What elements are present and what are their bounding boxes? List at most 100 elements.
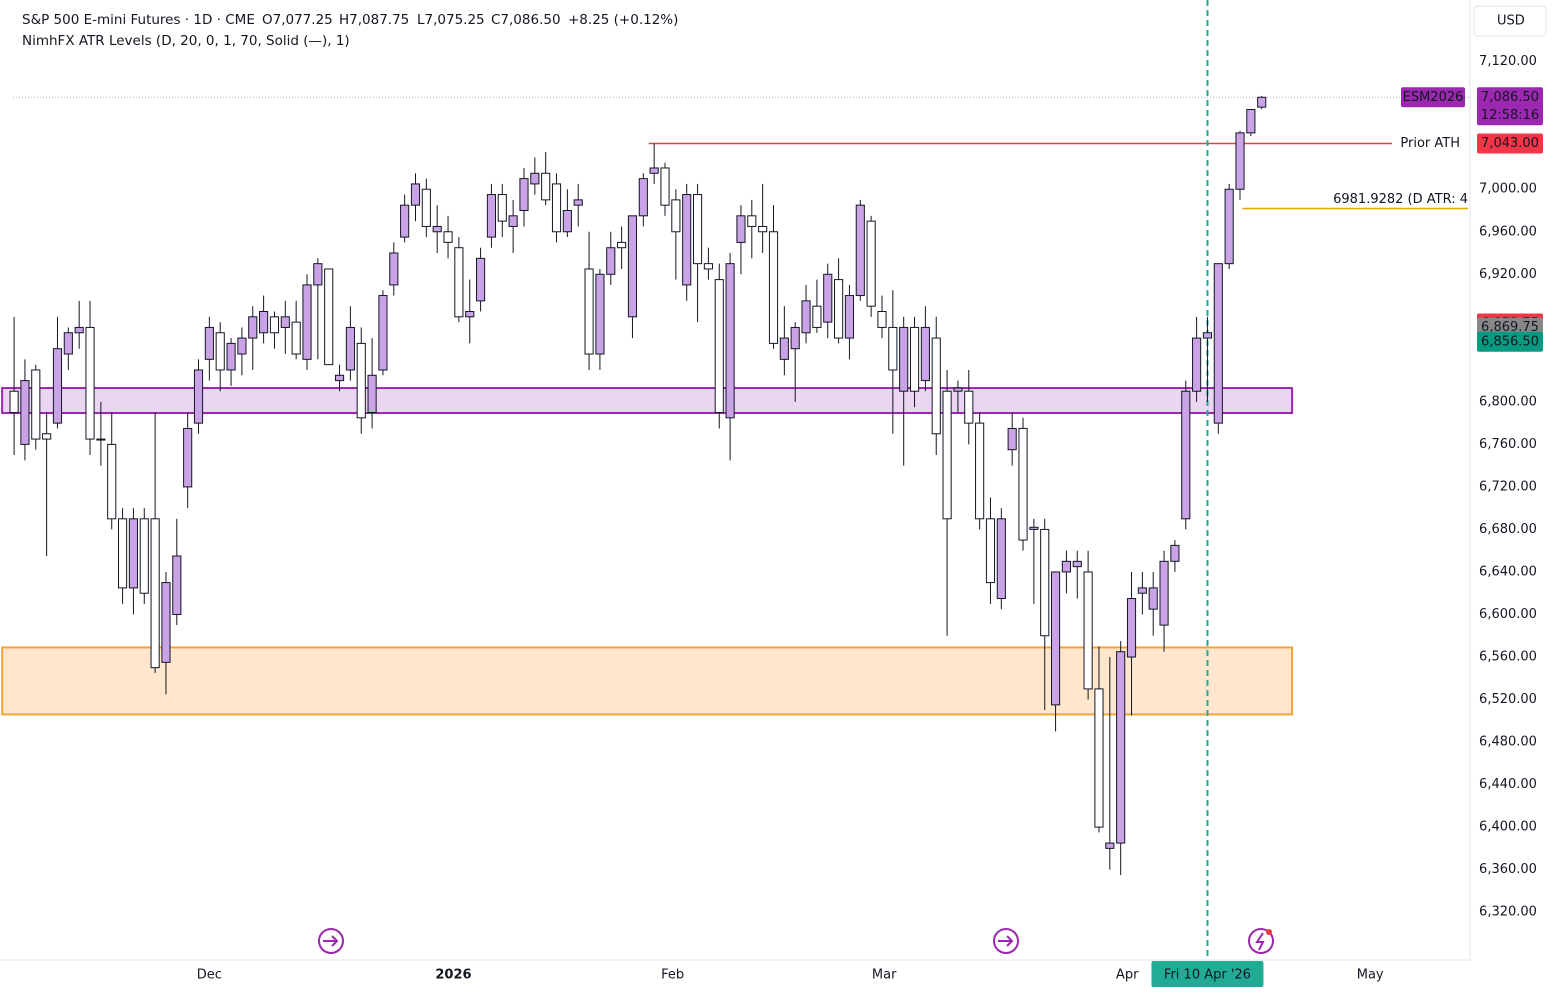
candle-body [486, 194, 497, 238]
candle-body [465, 310, 475, 318]
price-tag-label: 6,856.50 [1481, 334, 1539, 349]
candle-body [996, 518, 1006, 600]
candle-body [899, 326, 909, 392]
candle-body [20, 380, 30, 445]
candle-body [193, 369, 204, 424]
candle-body [410, 183, 421, 206]
chart-title: S&P 500 E-mini Futures · 1D · CME [22, 12, 255, 28]
candle-body [519, 178, 529, 211]
candle-body [443, 231, 453, 243]
candle-body [638, 178, 648, 217]
y-tick-label: 6,520.00 [1479, 692, 1537, 707]
candle-body [1148, 587, 1158, 610]
candle-body [758, 225, 768, 233]
candle-body [541, 172, 551, 201]
candle-body [400, 204, 410, 238]
price-tag [1477, 87, 1543, 126]
candle-body [736, 215, 746, 243]
candle-body [1137, 587, 1147, 594]
ohlc-open: O7,077.25 [262, 12, 333, 28]
y-tick-label: 6,400.00 [1479, 820, 1537, 835]
candle-body [313, 263, 323, 286]
candle-body [139, 518, 149, 594]
price-tag-label: 6,869.75 [1481, 320, 1539, 335]
candle-body [888, 326, 898, 371]
symbol-tag [1401, 87, 1465, 108]
indicator-label: NimhFX ATR Levels (D, 20, 0, 1, 70, Soli… [22, 33, 350, 49]
ohlc-low: L7,075.25 [417, 12, 485, 28]
candle-body [779, 337, 789, 360]
candle-body [812, 305, 822, 328]
candle-body [1213, 263, 1223, 424]
y-tick-label: 6,320.00 [1479, 905, 1537, 920]
candle-body [1083, 571, 1093, 690]
currency-button[interactable] [1473, 5, 1547, 37]
candle-body [378, 295, 388, 371]
y-tick-label: 6,480.00 [1479, 735, 1537, 750]
candle-body [606, 247, 616, 275]
candle-body [1018, 427, 1028, 541]
candle-body [1061, 560, 1071, 573]
crosshair-tag [1151, 961, 1264, 987]
candle-body [866, 220, 876, 307]
candle-body [1181, 390, 1191, 520]
x-tick-label: Mar [872, 968, 897, 983]
price-tag-label: 7,086.50 [1481, 90, 1539, 105]
candle-body [671, 199, 681, 233]
candle-body [161, 582, 171, 663]
candle-body [421, 188, 431, 227]
candle-body [508, 215, 518, 227]
x-tick-label: Apr [1116, 968, 1139, 983]
zone [1, 387, 1294, 415]
candle-body [1094, 688, 1104, 828]
countdown: 12:58:16 [1481, 108, 1539, 123]
candle-body [1224, 188, 1234, 265]
candle-body [454, 247, 464, 318]
candle-body [74, 326, 84, 334]
candle-body [215, 332, 225, 371]
y-tick-label: 7,120.00 [1479, 54, 1537, 69]
candle-body [96, 438, 106, 441]
y-tick-label: 6,960.00 [1479, 224, 1537, 239]
candle-body [259, 310, 269, 334]
candle-body [714, 279, 724, 413]
candle-body [389, 252, 399, 286]
candle-body [1202, 332, 1213, 339]
plot [1, 0, 1470, 960]
currency[interactable]: USD [1497, 14, 1525, 29]
candle-body [703, 263, 713, 270]
candle-body [1126, 598, 1137, 658]
candle-body [269, 316, 280, 334]
candle-body [562, 209, 572, 233]
crosshair-label: Fri 10 Apr '26 [1164, 968, 1251, 983]
candle-body [291, 321, 301, 355]
candle-body [204, 326, 214, 360]
candle-body [855, 204, 865, 297]
candle-body [63, 332, 73, 355]
candle-body [975, 422, 985, 520]
candle-body [909, 326, 920, 392]
candle-body [432, 225, 442, 233]
candle-body [595, 273, 605, 355]
y-tick-label: 6,680.00 [1479, 522, 1537, 537]
event-icon[interactable] [1248, 928, 1274, 954]
candle-body [172, 555, 182, 615]
candle-body [1051, 571, 1061, 706]
candle-body [1192, 337, 1202, 392]
candle-body [497, 194, 507, 222]
candle-body [31, 369, 41, 440]
candle-body [844, 295, 855, 339]
candle-body [964, 390, 974, 424]
x-tick-label: Dec [197, 968, 222, 983]
candle-body [627, 215, 638, 318]
candle-body [150, 518, 160, 669]
candle-body [248, 316, 258, 339]
event-icon[interactable] [993, 928, 1019, 954]
candle-body [530, 172, 540, 185]
event-icon[interactable] [318, 928, 344, 954]
y-tick-label: 6,920.00 [1479, 267, 1537, 282]
candle-body [953, 387, 963, 392]
candle-body [183, 427, 193, 488]
candle-body [334, 374, 345, 382]
